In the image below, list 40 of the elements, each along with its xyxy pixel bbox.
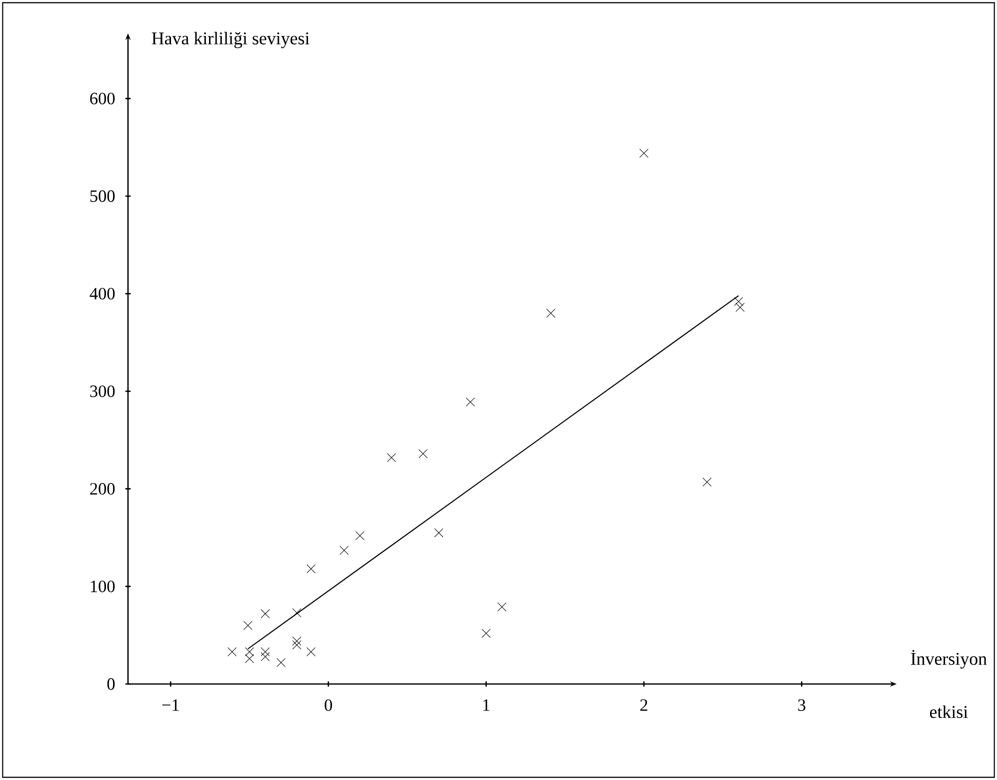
y-tick-label: 100 bbox=[90, 580, 115, 592]
y-tick-label: 0 bbox=[107, 678, 115, 690]
y-tick-label: 300 bbox=[90, 385, 115, 398]
point bbox=[736, 302, 745, 312]
point bbox=[355, 531, 364, 540]
y-axis-title: Hava kirliliği seviyesi bbox=[152, 32, 310, 48]
point bbox=[306, 647, 316, 656]
point bbox=[228, 647, 237, 656]
point bbox=[244, 654, 254, 664]
point bbox=[434, 528, 444, 538]
point bbox=[306, 564, 316, 574]
x-tick-label: 0 bbox=[324, 699, 332, 711]
y-tick-label: 400 bbox=[90, 288, 115, 300]
point bbox=[497, 602, 506, 612]
point bbox=[734, 296, 744, 306]
point bbox=[260, 609, 270, 618]
point bbox=[292, 636, 302, 646]
point bbox=[386, 453, 396, 462]
point bbox=[292, 640, 302, 650]
point bbox=[276, 658, 286, 668]
text: İnversiyon etkisi bbox=[911, 650, 987, 718]
point bbox=[702, 478, 712, 487]
point bbox=[243, 620, 252, 630]
x-tick-label: 3 bbox=[798, 699, 806, 711]
y-tick-label: 500 bbox=[90, 190, 115, 202]
y-tick-label: 200 bbox=[90, 483, 115, 495]
point bbox=[639, 148, 648, 158]
y-tick-label: 600 bbox=[90, 92, 115, 104]
point bbox=[260, 652, 270, 662]
x-tick-label: −1 bbox=[162, 699, 179, 711]
point bbox=[482, 628, 491, 638]
point bbox=[418, 449, 428, 458]
point bbox=[546, 308, 556, 318]
point bbox=[340, 546, 349, 555]
point bbox=[244, 647, 254, 656]
x-tick-label: 2 bbox=[640, 699, 648, 711]
x-tick-label: 1 bbox=[483, 699, 490, 711]
point bbox=[292, 608, 302, 618]
point bbox=[260, 647, 270, 656]
point bbox=[466, 397, 475, 407]
